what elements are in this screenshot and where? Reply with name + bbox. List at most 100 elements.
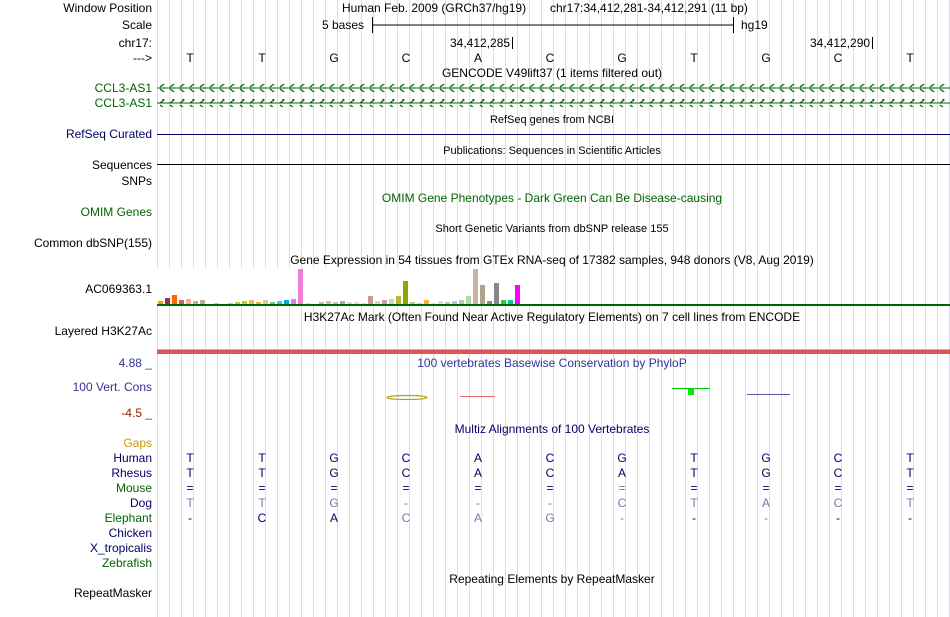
layered-h3k27ac-label[interactable]: Layered H3K27Ac: [54, 324, 152, 338]
species-label[interactable]: Chicken: [108, 526, 152, 540]
species-label[interactable]: Human: [113, 451, 152, 465]
gtex-tissue-bar[interactable]: [270, 302, 275, 305]
cons-axis-top: 4.88 _: [118, 356, 152, 370]
vert-cons-label[interactable]: 100 Vert. Cons: [72, 380, 152, 394]
omim-track-title[interactable]: OMIM Gene Phenotypes - Dark Green Can Be…: [381, 191, 723, 205]
gtex-tissue-bar[interactable]: [473, 269, 478, 305]
gtex-tissue-bar[interactable]: [235, 302, 240, 305]
gtex-tissue-bar[interactable]: [242, 301, 247, 305]
repeatmasker-label[interactable]: RepeatMasker: [73, 586, 152, 600]
gtex-tissue-bar[interactable]: [340, 301, 345, 305]
grid-line: [865, 0, 866, 617]
gtex-tissue-bar[interactable]: [347, 302, 352, 305]
scale-db: hg19: [741, 18, 768, 32]
grid-line: [889, 0, 890, 617]
refseq-track-title[interactable]: RefSeq genes from NCBI: [489, 114, 615, 126]
multiz-track-title[interactable]: Multiz Alignments of 100 Vertebrates: [454, 422, 650, 436]
window-position-text: chr17:34,412,281-34,412,291 (11 bp): [550, 1, 748, 15]
gtex-tissue-bar[interactable]: [277, 301, 282, 305]
sequences-label[interactable]: Sequences: [91, 158, 152, 172]
gtex-tissue-bar[interactable]: [186, 299, 191, 305]
dbsnp-track-title[interactable]: Short Genetic Variants from dbSNP releas…: [435, 223, 669, 235]
gtex-tissue-bar[interactable]: [249, 300, 254, 305]
species-label[interactable]: Dog: [129, 496, 152, 510]
alignment-base: -: [908, 511, 912, 525]
sequences-feature-line[interactable]: [157, 164, 950, 165]
common-dbsnp-label[interactable]: Common dbSNP(155): [33, 236, 152, 250]
gtex-gene-label[interactable]: AC069363.1: [85, 282, 152, 296]
chr-label[interactable]: chr17:: [118, 36, 152, 50]
gencode-gene-features[interactable]: [157, 80, 950, 110]
gtex-tissue-bar[interactable]: [410, 302, 415, 305]
gtex-tissue-bar[interactable]: [256, 302, 261, 305]
gtex-bar-graph[interactable]: [157, 268, 542, 305]
omim-genes-label[interactable]: OMIM Genes: [80, 205, 152, 219]
repeatmasker-track-title[interactable]: Repeating Elements by RepeatMasker: [449, 572, 655, 586]
species-label[interactable]: Zebrafish: [101, 556, 152, 570]
strand-arrow-label[interactable]: --->: [133, 51, 152, 65]
gencode-track-title[interactable]: GENCODE V49lift37 (1 items filtered out): [441, 66, 663, 80]
gtex-tissue-bar[interactable]: [445, 302, 450, 305]
sequences-track-title[interactable]: Publications: Sequences in Scientific Ar…: [443, 145, 661, 157]
refseq-curated-label[interactable]: RefSeq Curated: [65, 127, 152, 141]
gene-label-ccl3-as1-2[interactable]: CCL3-AS1: [94, 96, 152, 110]
grid-line: [853, 0, 854, 617]
gtex-tissue-bar[interactable]: [263, 300, 268, 305]
gtex-tissue-bar[interactable]: [354, 302, 359, 305]
reference-base: T: [906, 51, 914, 65]
gtex-tissue-bar[interactable]: [494, 283, 499, 305]
gtex-track-title[interactable]: Gene Expression in 54 tissues from GTEx …: [290, 253, 814, 267]
h3k27ac-signal[interactable]: [157, 349, 950, 354]
grid-line: [745, 0, 746, 617]
gtex-tissue-bar[interactable]: [459, 300, 464, 305]
gtex-tissue-bar[interactable]: [389, 299, 394, 305]
window-position-label[interactable]: Window Position: [63, 1, 152, 15]
alignment-base: C: [401, 511, 411, 525]
alignment-base: C: [833, 451, 843, 465]
gtex-tissue-bar[interactable]: [333, 302, 338, 305]
snps-label[interactable]: SNPs: [121, 174, 152, 188]
alignment-base: C: [545, 466, 555, 480]
gtex-tissue-bar[interactable]: [375, 301, 380, 305]
scale-label[interactable]: Scale: [121, 18, 152, 32]
gtex-tissue-bar[interactable]: [480, 285, 485, 305]
species-label[interactable]: Gaps: [123, 436, 152, 450]
gtex-tissue-bar[interactable]: [424, 300, 429, 305]
gtex-tissue-bar[interactable]: [193, 301, 198, 305]
gtex-tissue-bar[interactable]: [200, 300, 205, 305]
gtex-tissue-bar[interactable]: [438, 301, 443, 305]
gtex-tissue-bar[interactable]: [515, 285, 520, 305]
gtex-tissue-bar[interactable]: [158, 301, 163, 305]
gtex-tissue-bar[interactable]: [319, 302, 324, 305]
grid-line: [685, 0, 686, 617]
gtex-tissue-bar[interactable]: [165, 298, 170, 305]
conservation-track-title[interactable]: 100 vertebrates Basewise Conservation by…: [417, 356, 687, 370]
gtex-tissue-bar[interactable]: [396, 296, 401, 305]
species-label[interactable]: Mouse: [115, 481, 152, 495]
gtex-tissue-bar[interactable]: [291, 299, 296, 305]
gtex-tissue-bar[interactable]: [172, 295, 177, 305]
gtex-tissue-bar[interactable]: [487, 301, 492, 305]
gene-label-ccl3-as1-1[interactable]: CCL3-AS1: [94, 81, 152, 95]
h3k27ac-track-title[interactable]: H3K27Ac Mark (Often Found Near Active Re…: [303, 310, 801, 324]
gtex-tissue-bar[interactable]: [452, 301, 457, 305]
gtex-tissue-bar[interactable]: [284, 300, 289, 305]
species-label[interactable]: X_tropicalis: [89, 541, 152, 555]
grid-line: [253, 0, 254, 617]
grid-line: [301, 0, 302, 617]
gtex-tissue-bar[interactable]: [326, 301, 331, 305]
gtex-tissue-bar[interactable]: [298, 269, 303, 305]
gtex-tissue-bar[interactable]: [403, 281, 408, 305]
species-label[interactable]: Rhesus: [111, 466, 152, 480]
gtex-tissue-bar[interactable]: [508, 300, 513, 305]
species-label[interactable]: Elephant: [104, 511, 152, 525]
grid-line: [589, 0, 590, 617]
gtex-tissue-bar[interactable]: [466, 296, 471, 305]
gtex-tissue-bar[interactable]: [179, 300, 184, 305]
gtex-tissue-bar[interactable]: [501, 300, 506, 305]
gtex-tissue-bar[interactable]: [368, 296, 373, 305]
conservation-graph[interactable]: [157, 380, 950, 410]
refseq-feature-line[interactable]: [157, 134, 950, 135]
gtex-tissue-bar[interactable]: [382, 300, 387, 305]
